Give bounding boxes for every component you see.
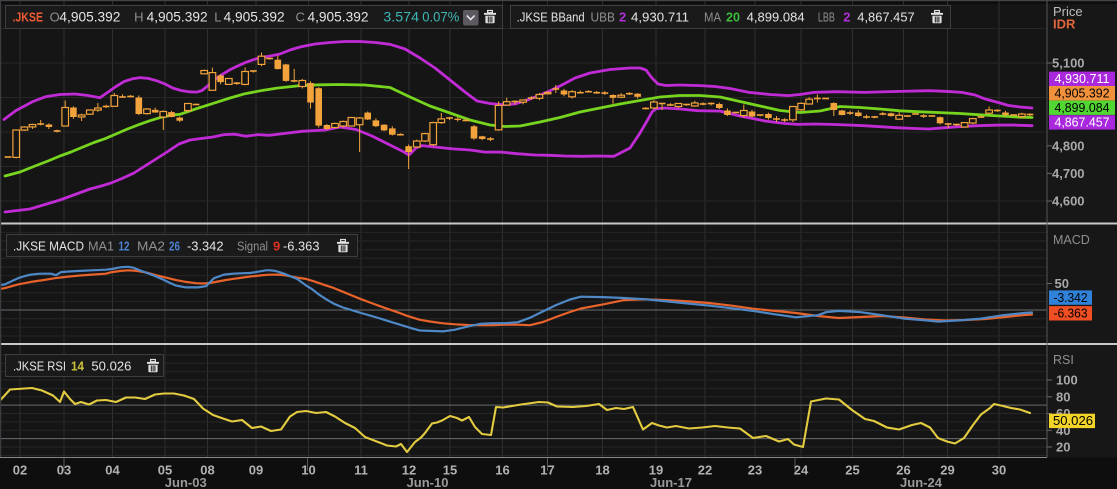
svg-text:Jun-24: Jun-24 — [900, 475, 943, 489]
svg-text:05: 05 — [158, 463, 172, 478]
svg-text:29: 29 — [940, 463, 954, 478]
svg-text:4,800: 4,800 — [1052, 138, 1085, 153]
svg-text:4,930.711: 4,930.711 — [631, 10, 689, 25]
svg-text:4,905.392: 4,905.392 — [147, 9, 208, 25]
svg-text:O: O — [50, 10, 60, 25]
svg-text:Price: Price — [1053, 4, 1083, 19]
svg-text:4,600: 4,600 — [1052, 194, 1085, 209]
svg-text:12: 12 — [402, 463, 416, 478]
svg-text:Jun-10: Jun-10 — [407, 475, 449, 489]
svg-text:MA2: MA2 — [137, 239, 165, 254]
svg-text:MA: MA — [704, 10, 721, 25]
svg-text:20: 20 — [726, 10, 740, 25]
svg-text:4,700: 4,700 — [1052, 166, 1085, 181]
svg-text:10: 10 — [301, 463, 315, 478]
svg-text:.JKSE: .JKSE — [13, 10, 44, 25]
svg-text:Signal: Signal — [237, 239, 268, 254]
svg-text:-6.363: -6.363 — [1054, 307, 1088, 321]
svg-text:11: 11 — [354, 463, 368, 478]
svg-text:24: 24 — [794, 463, 809, 478]
svg-text:22: 22 — [698, 463, 712, 478]
svg-text:09: 09 — [249, 463, 263, 478]
svg-text:UBB: UBB — [591, 10, 616, 25]
svg-text:-3.342: -3.342 — [1054, 291, 1088, 305]
svg-text:Jun-03: Jun-03 — [165, 475, 207, 489]
svg-text:H: H — [134, 10, 143, 25]
svg-text:C: C — [296, 10, 305, 25]
svg-text:4,905.392: 4,905.392 — [1055, 87, 1110, 101]
svg-text:4,899.084: 4,899.084 — [1055, 101, 1110, 115]
svg-text:MACD: MACD — [1053, 233, 1090, 247]
svg-text:5,100: 5,100 — [1052, 56, 1085, 71]
svg-text:2: 2 — [619, 10, 626, 25]
svg-text:9: 9 — [273, 239, 280, 254]
svg-text:4,899.084: 4,899.084 — [747, 10, 805, 25]
svg-text:.JKSE MACD: .JKSE MACD — [13, 239, 84, 254]
svg-text:.JKSE RSI: .JKSE RSI — [13, 359, 66, 374]
svg-text:16: 16 — [495, 463, 509, 478]
svg-text:03: 03 — [57, 463, 71, 478]
svg-text:25: 25 — [845, 463, 859, 478]
svg-text:15: 15 — [443, 463, 457, 478]
svg-text:4,905.392: 4,905.392 — [59, 9, 120, 25]
svg-text:LBB: LBB — [818, 10, 835, 25]
svg-text:08: 08 — [200, 463, 214, 478]
svg-text:20: 20 — [1056, 440, 1070, 455]
svg-text:MA1: MA1 — [88, 239, 114, 254]
svg-text:4,867.457: 4,867.457 — [1055, 116, 1110, 130]
svg-text:04: 04 — [105, 463, 120, 478]
svg-text:23: 23 — [748, 463, 762, 478]
svg-text:4,867.457: 4,867.457 — [857, 10, 914, 25]
svg-text:80: 80 — [1056, 389, 1070, 404]
svg-text:26: 26 — [169, 239, 180, 254]
svg-text:14: 14 — [71, 359, 85, 374]
svg-text:0.07%: 0.07% — [422, 10, 459, 25]
svg-text:30: 30 — [992, 463, 1006, 478]
svg-text:50.026: 50.026 — [1053, 414, 1093, 428]
svg-text:50: 50 — [1055, 276, 1069, 291]
svg-text:.JKSE BBand: .JKSE BBand — [517, 10, 585, 25]
svg-text:18: 18 — [595, 463, 609, 478]
svg-text:4,905.392: 4,905.392 — [224, 9, 285, 25]
svg-text:17: 17 — [540, 463, 554, 478]
svg-text:3.574: 3.574 — [383, 10, 419, 25]
svg-text:IDR: IDR — [1053, 17, 1076, 32]
svg-text:19: 19 — [649, 463, 663, 478]
svg-text:4,905.392: 4,905.392 — [308, 9, 369, 25]
svg-text:L: L — [214, 10, 221, 25]
svg-text:26: 26 — [896, 463, 910, 478]
svg-text:RSI: RSI — [1053, 353, 1074, 367]
svg-text:02: 02 — [13, 463, 27, 478]
svg-text:-6.363: -6.363 — [283, 239, 320, 254]
svg-text:50.026: 50.026 — [91, 359, 131, 374]
svg-text:2: 2 — [843, 10, 850, 25]
svg-text:-3.342: -3.342 — [187, 239, 224, 254]
svg-text:12: 12 — [119, 239, 130, 254]
svg-text:100: 100 — [1056, 373, 1078, 388]
svg-text:4,930.711: 4,930.711 — [1055, 72, 1110, 86]
svg-text:Jun-17: Jun-17 — [650, 475, 692, 489]
